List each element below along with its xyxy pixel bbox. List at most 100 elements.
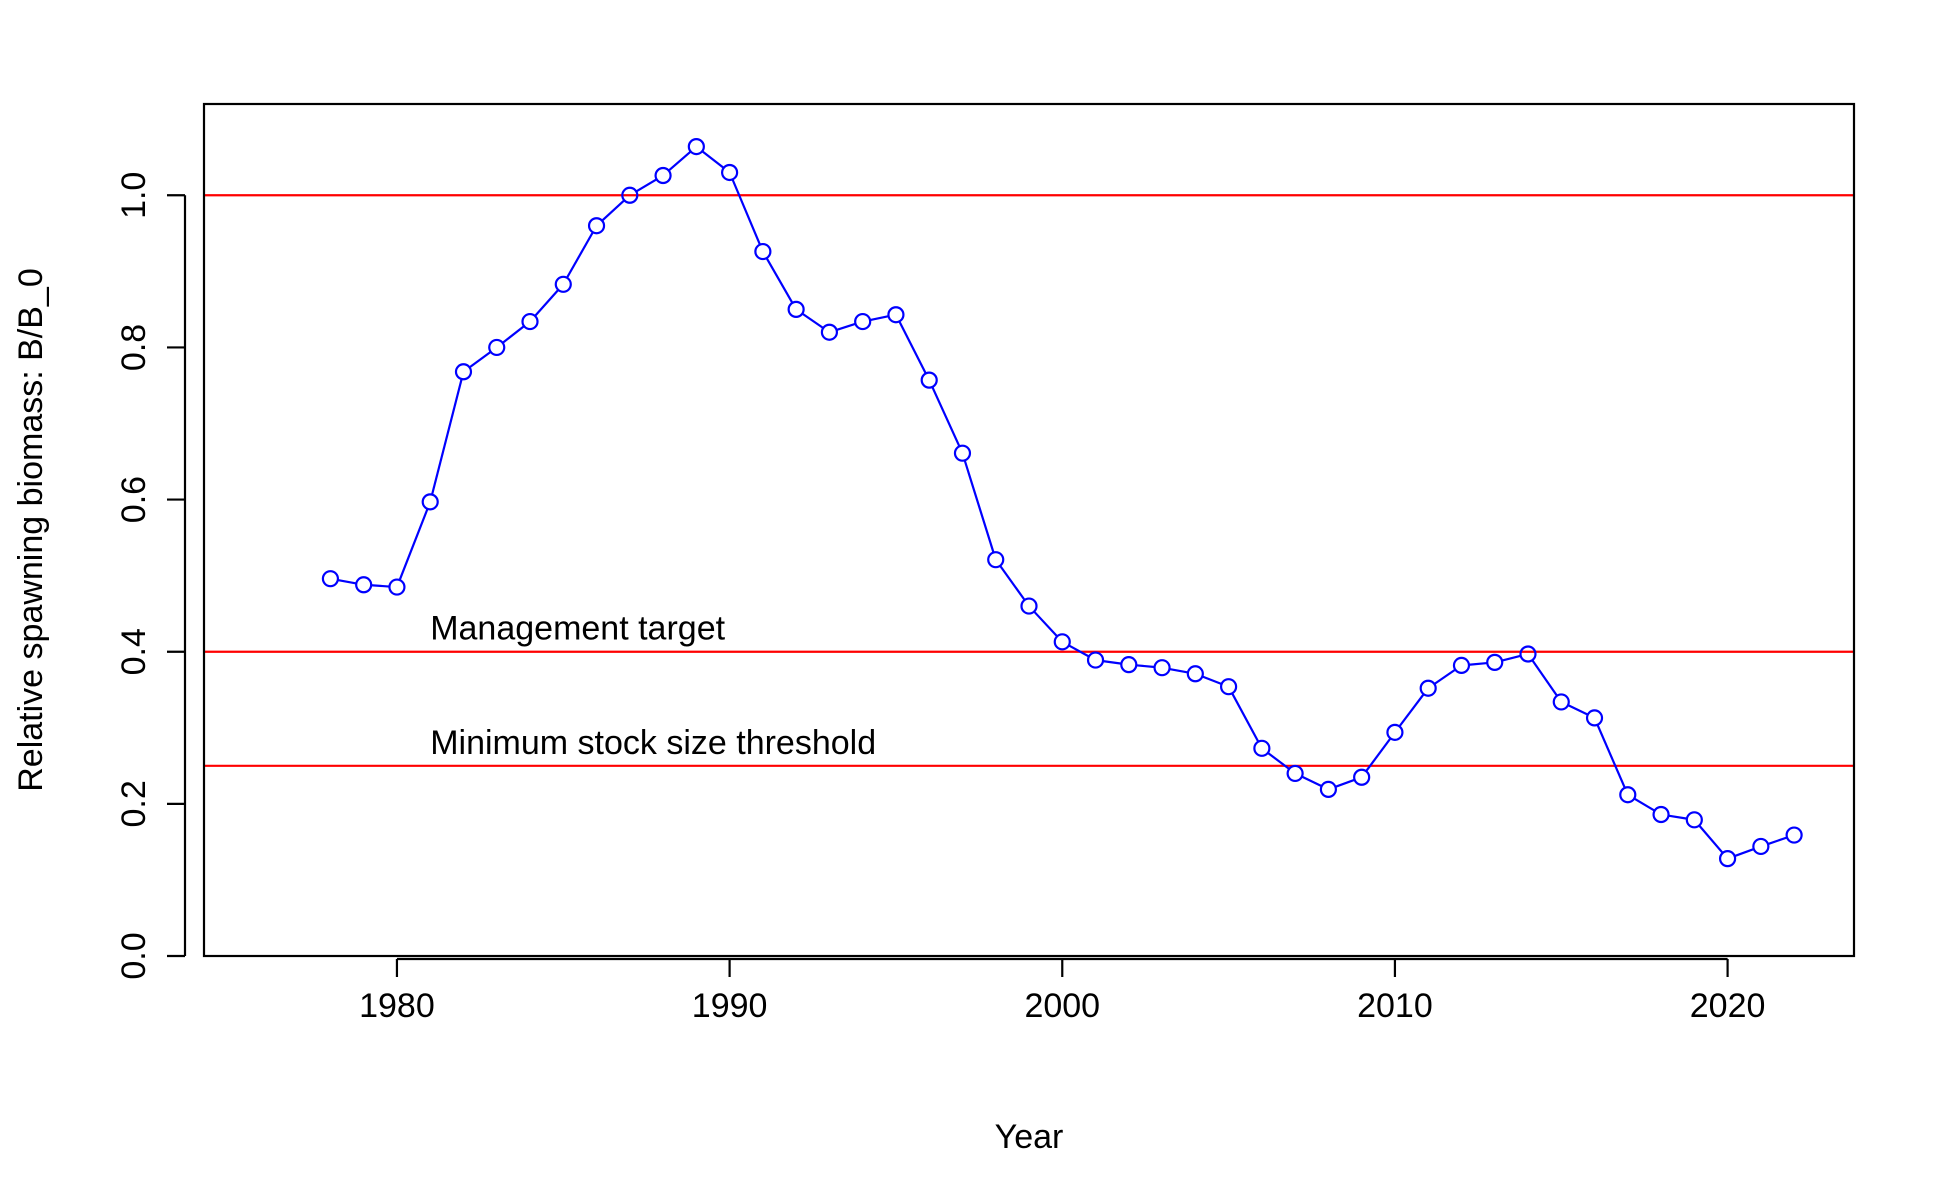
- series-line-segment: [1501, 654, 1521, 662]
- series-line-segment: [1068, 644, 1090, 658]
- series-line-segment: [1136, 664, 1155, 669]
- series-line-segment: [534, 289, 560, 317]
- annotations: Management target Minimum stock size thre…: [430, 610, 876, 762]
- data-point: [587, 217, 606, 235]
- data-point: [321, 570, 340, 588]
- series-line-segment: [1201, 675, 1223, 686]
- data-point: [1785, 826, 1803, 844]
- series-line-segment: [431, 378, 463, 495]
- y-tick-label: 1.0: [115, 172, 153, 219]
- y-tick-label: 0.2: [115, 780, 153, 827]
- series-line-segment: [1267, 751, 1290, 770]
- y-axis-label: Relative spawning biomass: B/B_0: [12, 268, 50, 792]
- data-point: [1452, 656, 1471, 675]
- data-point: [1619, 786, 1637, 804]
- series-line-segment: [501, 325, 525, 344]
- series-line-segment: [1531, 659, 1558, 697]
- series-line-segment: [1734, 848, 1755, 858]
- data-point: [1419, 679, 1437, 697]
- series-line-segment: [1335, 778, 1355, 788]
- series-line-segment: [1102, 660, 1122, 665]
- series-line-segment: [1698, 824, 1724, 854]
- data-point: [854, 312, 872, 331]
- data-point: [421, 493, 439, 511]
- data-point: [1253, 739, 1271, 757]
- data-point: [621, 186, 639, 204]
- data-point: [721, 163, 739, 182]
- series-line-segment: [1567, 704, 1589, 716]
- data-point: [1153, 659, 1171, 677]
- data-point: [1486, 653, 1504, 671]
- y-tick-label: 0.6: [115, 476, 153, 523]
- data-point: [1086, 651, 1105, 669]
- series-line-segment: [337, 578, 357, 585]
- x-tick-label: 1990: [692, 987, 768, 1025]
- x-tick-label: 2000: [1024, 987, 1100, 1025]
- series-line-segment: [566, 231, 594, 279]
- series-line-segment: [701, 150, 725, 169]
- data-point: [1120, 656, 1138, 674]
- series-line-segment: [468, 350, 492, 369]
- series-line-segment: [898, 320, 927, 374]
- x-tick-label: 2010: [1357, 987, 1433, 1025]
- series-line-segment: [1767, 836, 1788, 846]
- x-axis: 1980 1990 2000 2010 2020: [359, 957, 1766, 1025]
- data-point: [1053, 633, 1071, 651]
- data-point: [521, 312, 539, 331]
- data-point: [787, 300, 805, 318]
- series-line-segment: [836, 322, 856, 331]
- y-tick-label: 0.8: [115, 324, 153, 371]
- y-tick-label: 0.4: [115, 628, 153, 675]
- series-line-segment: [801, 312, 824, 329]
- data-point: [654, 166, 672, 185]
- series-line-segment: [1596, 724, 1626, 789]
- plot-frame: [202, 102, 1856, 958]
- data-point: [488, 338, 506, 357]
- data-point: [887, 306, 905, 324]
- data-point: [1718, 850, 1737, 868]
- series-line-segment: [731, 178, 761, 246]
- series-line-segment: [601, 199, 626, 222]
- data-point: [1186, 665, 1204, 683]
- series-line-segment: [635, 178, 658, 193]
- series-line-segment: [1365, 737, 1392, 772]
- series-line-segment: [1433, 668, 1456, 685]
- series-line-segment: [963, 459, 995, 553]
- series-line-segment: [931, 386, 961, 447]
- series-line-segment: [668, 150, 692, 172]
- y-axis: 0.0 0.2 0.4 0.6 0.8 1.0: [115, 172, 187, 980]
- data-point: [1386, 723, 1404, 741]
- data-point: [454, 363, 473, 381]
- x-axis-label: Year: [995, 1118, 1064, 1156]
- series-line-segment: [1033, 610, 1058, 638]
- series-line-segment: [398, 508, 429, 581]
- data-point: [1752, 837, 1770, 856]
- data-point: [554, 275, 572, 293]
- y-tick-label: 0.0: [115, 932, 153, 979]
- x-tick-label: 2020: [1690, 987, 1766, 1025]
- annotation-label: Minimum stock size threshold: [430, 724, 876, 762]
- data-point: [687, 138, 705, 156]
- series-line-segment: [999, 565, 1026, 601]
- series-group: [321, 138, 1803, 868]
- reference-lines: [204, 194, 1854, 767]
- data-point: [1685, 811, 1703, 829]
- series-line-segment: [1468, 661, 1488, 666]
- data-point: [1020, 597, 1038, 615]
- data-point: [1519, 645, 1537, 663]
- data-point: [820, 323, 839, 341]
- data-point: [388, 578, 406, 596]
- series-line-segment: [1301, 775, 1323, 788]
- series-line-segment: [1169, 667, 1189, 674]
- data-point: [1319, 780, 1337, 799]
- series-line-segment: [765, 257, 794, 304]
- data-point: [1585, 709, 1604, 727]
- x-tick-label: 1980: [359, 987, 435, 1025]
- data-point: [1353, 768, 1371, 786]
- data-point: [754, 242, 772, 261]
- series-line-segment: [1231, 692, 1260, 743]
- series-line-segment: [1398, 693, 1425, 728]
- data-point: [1219, 678, 1238, 696]
